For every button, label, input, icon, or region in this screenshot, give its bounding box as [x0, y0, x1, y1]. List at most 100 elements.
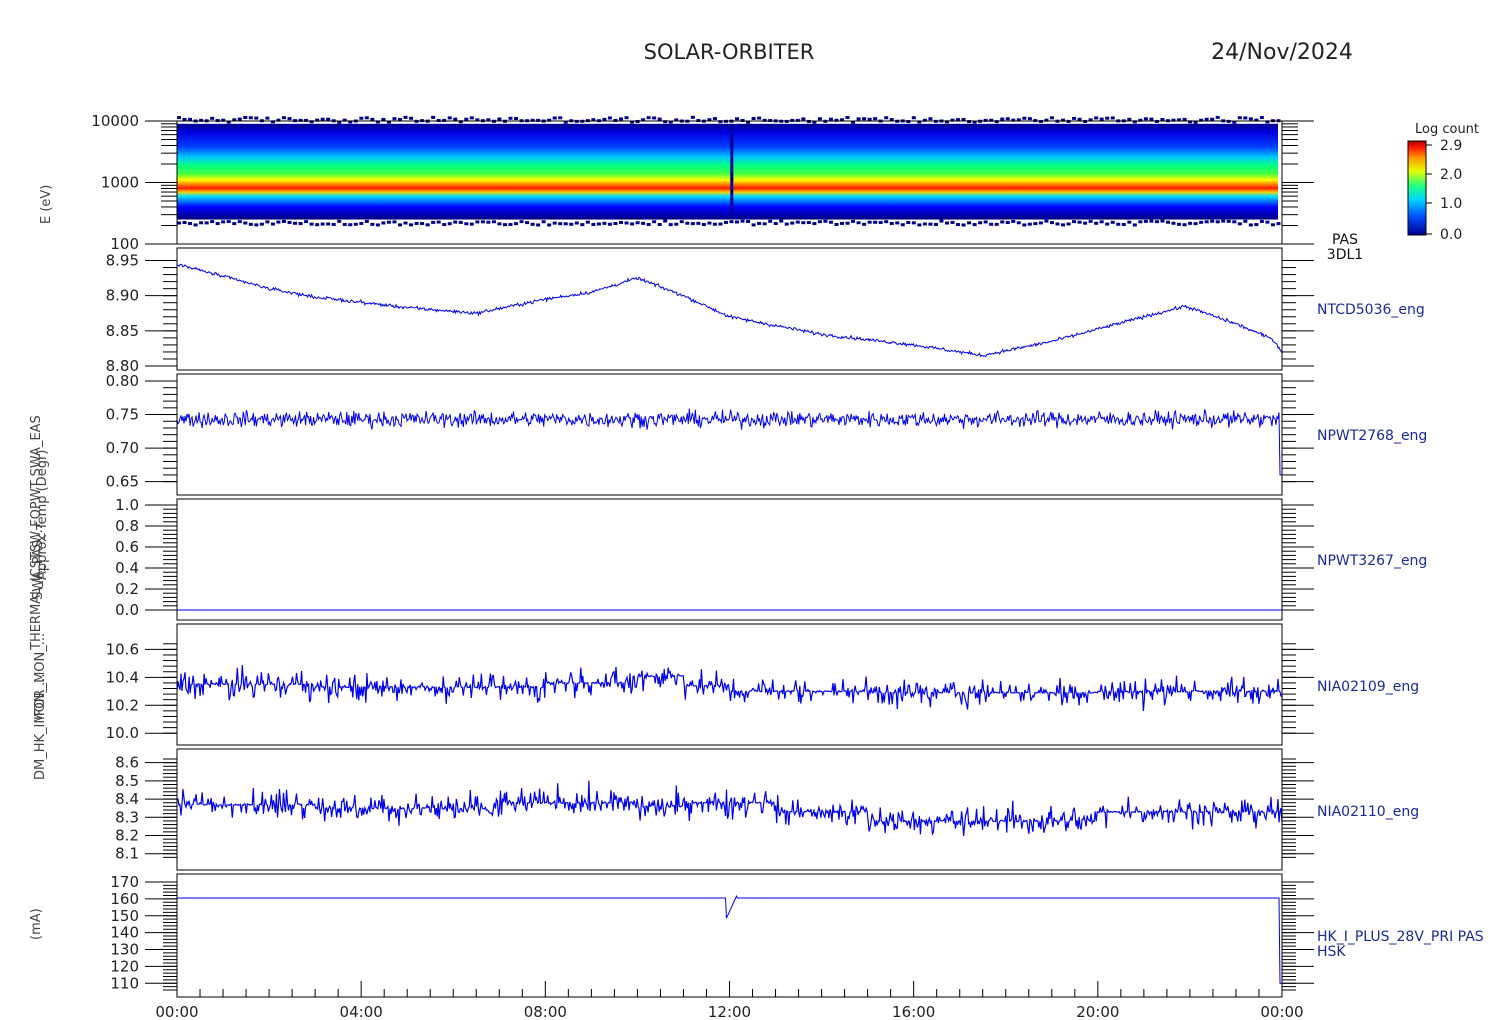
y-tick-label: 1000 [101, 174, 139, 192]
spectrogram-edge [735, 220, 740, 224]
spectrogram-edge [884, 220, 889, 224]
spectrogram-edge [210, 116, 215, 120]
x-tick-label: 16:00 [892, 1003, 935, 1020]
y-tick-label: 10.6 [106, 640, 139, 658]
y-tick-label: 10.2 [106, 696, 139, 714]
spectrogram-edge [757, 116, 762, 120]
spectrogram-edge [607, 222, 612, 226]
y-tick-label: 0.2 [115, 580, 139, 598]
y-axis-label: DM_HK_IMON_... [33, 674, 48, 780]
spectrogram-edge [624, 116, 629, 120]
spectrogram-edge [243, 116, 248, 120]
spectrogram-edge [199, 118, 204, 122]
spectrogram-edge [547, 223, 552, 227]
spectrogram-edge [978, 221, 983, 225]
spectrogram-edge [591, 118, 596, 122]
y-axis-label: SWA_PAS_... [31, 521, 46, 600]
spectrogram-edge [635, 221, 640, 225]
y-axis-label: IFOR_MON_... [33, 633, 48, 720]
spectrogram-edge [1099, 117, 1104, 121]
spectrogram-edge [431, 220, 436, 224]
spectrogram-edge [1221, 219, 1226, 223]
spectrogram-edge [337, 219, 342, 223]
spectrogram-edge [1232, 120, 1237, 124]
spectrogram-edge [1215, 220, 1220, 224]
spectrogram-edge [1016, 221, 1021, 225]
spectrogram-edge [1105, 116, 1110, 120]
panel-label: NIA02109_eng [1317, 679, 1419, 695]
date-label: 24/Nov/2024 [1211, 40, 1353, 65]
spectrogram-edge [1105, 222, 1110, 226]
spectrogram-edge [712, 222, 717, 226]
spectrogram-edge [1121, 222, 1126, 226]
spectrogram-edge [464, 117, 469, 121]
spectrogram-speck [730, 172, 734, 175]
spectrogram-edge [270, 120, 275, 124]
spectrogram-edge [773, 222, 778, 226]
spectrogram-edge [1265, 220, 1270, 224]
spectrogram-edge [939, 219, 944, 223]
panel-frame [176, 623, 1283, 746]
spectrogram-edge [552, 221, 557, 225]
y-tick-label: 100 [110, 235, 139, 253]
spectrogram-edge [961, 223, 966, 227]
spectrogram-edge [1171, 118, 1176, 122]
spectrogram-edge [248, 222, 253, 226]
spectrogram-edge [1049, 221, 1054, 225]
spectrogram-band [177, 123, 1278, 220]
spectrogram-edge [1110, 220, 1115, 224]
spectrogram-edge [967, 221, 972, 225]
spectrogram-edge [1210, 219, 1215, 223]
spectrogram-edge [1143, 117, 1148, 121]
colorbar-title: Log count [1415, 122, 1479, 137]
panel-label: 3DL1 [1327, 247, 1363, 263]
spectrogram-edge [1110, 116, 1115, 120]
spectrogram-edge [188, 117, 193, 121]
spectrogram-edge [298, 118, 303, 122]
spectrogram-edge [508, 222, 513, 226]
spectrogram-edge [873, 220, 878, 224]
spectrogram-edge [375, 223, 380, 227]
spectrogram-edge [790, 118, 795, 122]
spectrogram-edge [375, 120, 380, 124]
spectrogram-edge [1165, 220, 1170, 224]
y-tick-label: 150 [110, 907, 139, 925]
spectrogram-edge [580, 223, 585, 227]
panel-label: NIA02110_eng [1317, 804, 1419, 820]
colorbar-gradient [1407, 140, 1427, 236]
panel-label: HK_I_PLUS_28V_PRI PAS [1317, 929, 1484, 945]
x-tick-label: 12:00 [708, 1003, 751, 1020]
spectrogram-edge [1000, 220, 1005, 224]
spectrogram-edge [989, 118, 994, 122]
spectrogram-edge [199, 221, 204, 225]
spectrogram-edge [845, 116, 850, 120]
spectrogram-edge [768, 118, 773, 122]
spectrogram-edge [967, 120, 972, 124]
spectrogram-edge [1182, 223, 1187, 227]
spectrogram-edge [1276, 222, 1281, 226]
spectrogram-edge [563, 222, 568, 226]
y-tick-label: 8.85 [106, 322, 139, 340]
spectrogram-edge [525, 221, 530, 225]
spectrogram-edge [657, 223, 662, 227]
spectrogram-edge [281, 219, 286, 223]
spectrogram-edge [668, 120, 673, 124]
panel-4: 1.0 0.8 0.6 0.4 0.2 0.0 NPWT3267_eng [115, 496, 1427, 621]
spectrogram-edge [1232, 220, 1237, 224]
spectrogram-edge [1149, 219, 1154, 223]
spectrogram-edge [1138, 118, 1143, 122]
spectrogram-edge [458, 220, 463, 224]
spectrogram-edge [840, 221, 844, 225]
spectrogram-edge [237, 220, 242, 224]
spectrogram-edge [1088, 118, 1093, 122]
spectrogram-edge [784, 222, 789, 226]
spectrogram-edge [381, 117, 386, 121]
spectrogram-edge [536, 118, 541, 122]
spectrogram-edge [1204, 117, 1209, 121]
y-tick-label: 0.0 [115, 601, 139, 619]
spectrogram-edge [834, 118, 839, 122]
spectrogram-edge [607, 116, 612, 120]
spectrogram-edge [851, 219, 856, 223]
spectrogram-edge [1270, 223, 1275, 227]
spectrogram-edge [359, 221, 364, 225]
